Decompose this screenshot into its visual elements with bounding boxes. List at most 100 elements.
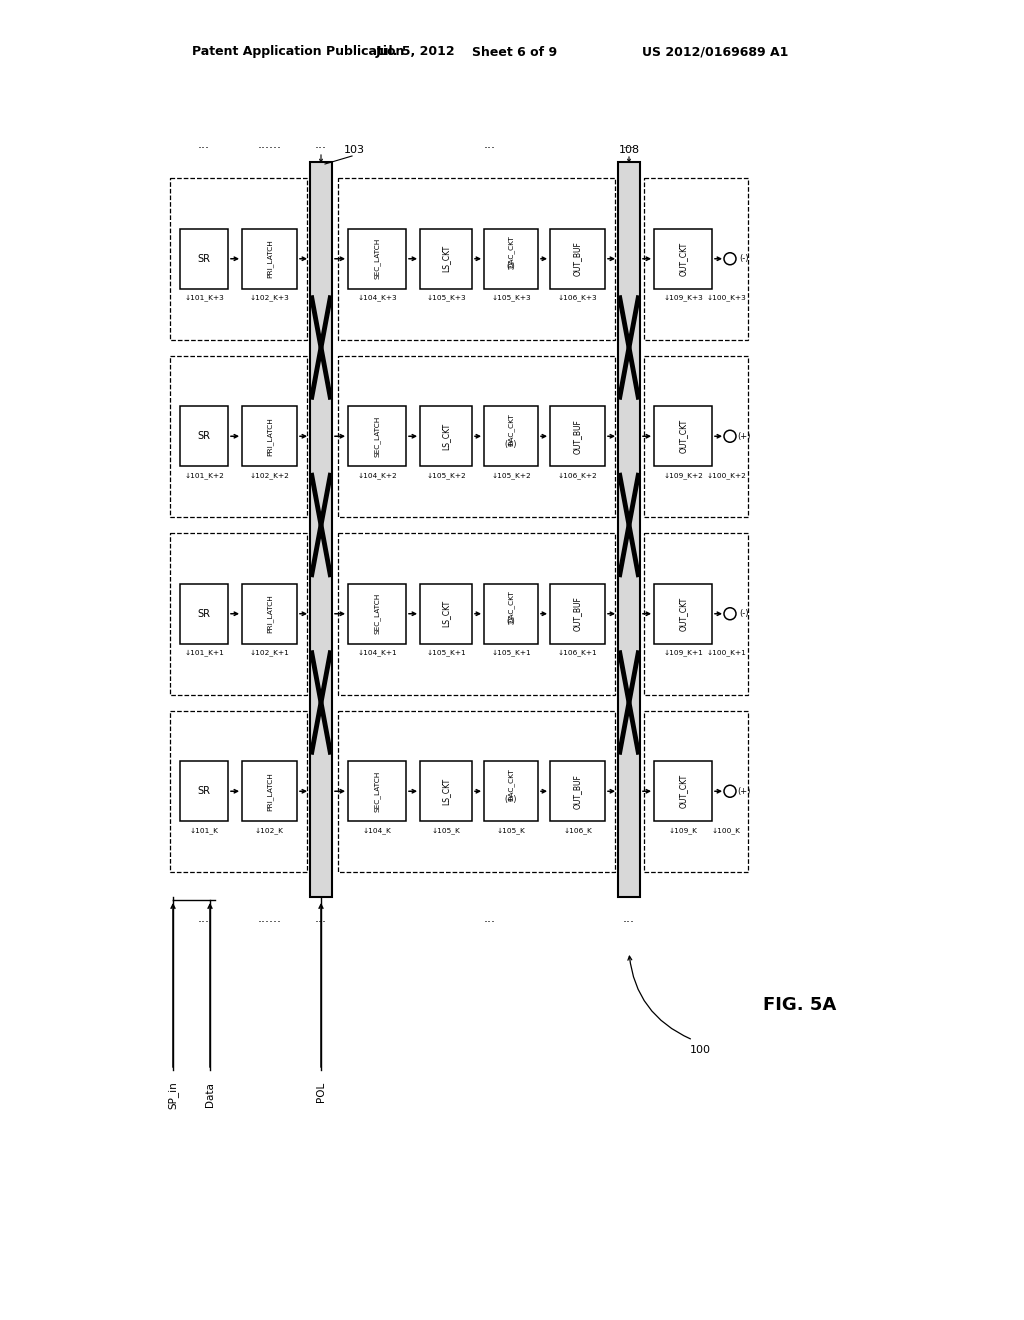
Text: ↓105_K: ↓105_K bbox=[497, 826, 525, 834]
Text: ↓109_K+3: ↓109_K+3 bbox=[664, 294, 702, 301]
Bar bbox=[618, 162, 640, 898]
Text: ↓105_K+1: ↓105_K+1 bbox=[426, 649, 466, 656]
Text: SR: SR bbox=[198, 253, 211, 264]
Text: ↓106_K+2: ↓106_K+2 bbox=[558, 471, 597, 479]
Text: OUT_BUF: OUT_BUF bbox=[573, 774, 582, 809]
Text: ↓109_K: ↓109_K bbox=[669, 826, 697, 834]
Text: ↓101_K+1: ↓101_K+1 bbox=[184, 649, 224, 656]
Bar bbox=[180, 762, 228, 821]
Text: PRI_LATCH: PRI_LATCH bbox=[266, 594, 272, 634]
Text: DAC_CKT: DAC_CKT bbox=[508, 590, 514, 623]
Text: ↓101_K+2: ↓101_K+2 bbox=[184, 471, 224, 479]
Text: OUT_BUF: OUT_BUF bbox=[573, 242, 582, 276]
Circle shape bbox=[724, 607, 736, 620]
Text: ...: ... bbox=[623, 912, 635, 925]
Text: DAC_CKT: DAC_CKT bbox=[508, 413, 514, 446]
Bar bbox=[654, 583, 712, 644]
Bar bbox=[644, 355, 748, 517]
Bar bbox=[420, 407, 472, 466]
Text: OUT_CKT: OUT_CKT bbox=[679, 775, 687, 808]
Text: 103: 103 bbox=[343, 145, 365, 154]
Text: ...: ... bbox=[315, 137, 327, 150]
Bar bbox=[644, 533, 748, 694]
Bar bbox=[338, 355, 615, 517]
Text: ↓102_K+3: ↓102_K+3 bbox=[250, 294, 290, 301]
Bar bbox=[348, 583, 406, 644]
Bar bbox=[484, 228, 538, 289]
Text: ↓102_K+2: ↓102_K+2 bbox=[250, 471, 290, 479]
Text: ↓104_K: ↓104_K bbox=[362, 826, 391, 834]
Circle shape bbox=[724, 252, 736, 265]
Text: ↓100_K+1: ↓100_K+1 bbox=[707, 649, 745, 656]
Text: ↓105_K+1: ↓105_K+1 bbox=[492, 649, 530, 656]
Text: FIG. 5A: FIG. 5A bbox=[763, 997, 837, 1014]
Bar bbox=[550, 583, 605, 644]
Bar bbox=[338, 178, 615, 339]
Text: OUT_CKT: OUT_CKT bbox=[679, 242, 687, 276]
Bar bbox=[348, 762, 406, 821]
Text: DAC_CKT: DAC_CKT bbox=[508, 235, 514, 268]
Text: SP_in: SP_in bbox=[168, 1081, 178, 1109]
Text: SEC_LATCH: SEC_LATCH bbox=[374, 593, 380, 635]
Bar bbox=[180, 583, 228, 644]
Bar bbox=[170, 178, 307, 339]
Text: ↓102_K+1: ↓102_K+1 bbox=[250, 649, 290, 656]
Text: DAC_CKT: DAC_CKT bbox=[508, 768, 514, 801]
Text: PRI_LATCH: PRI_LATCH bbox=[266, 239, 272, 279]
Bar bbox=[654, 228, 712, 289]
Text: (+): (+) bbox=[737, 432, 751, 441]
Circle shape bbox=[724, 430, 736, 442]
Text: Patent Application Publication: Patent Application Publication bbox=[193, 45, 404, 58]
Text: ↓105_K+3: ↓105_K+3 bbox=[426, 294, 466, 301]
Bar bbox=[348, 407, 406, 466]
Bar bbox=[310, 162, 332, 898]
Text: (-): (-) bbox=[739, 255, 749, 263]
Text: SR: SR bbox=[198, 787, 211, 796]
Bar bbox=[170, 533, 307, 694]
Text: ...: ... bbox=[198, 912, 210, 925]
Text: ↓104_K+1: ↓104_K+1 bbox=[357, 649, 397, 656]
Circle shape bbox=[724, 785, 736, 797]
Bar bbox=[180, 407, 228, 466]
Text: ↓101_K: ↓101_K bbox=[189, 826, 218, 834]
Bar bbox=[420, 762, 472, 821]
Text: 108: 108 bbox=[618, 145, 640, 154]
Text: ↓109_K+1: ↓109_K+1 bbox=[664, 649, 702, 656]
Bar bbox=[242, 407, 297, 466]
Text: (+): (+) bbox=[505, 440, 517, 449]
Text: SR: SR bbox=[198, 432, 211, 441]
Text: Data: Data bbox=[205, 1082, 215, 1107]
Text: ...: ... bbox=[198, 137, 210, 150]
Bar bbox=[654, 407, 712, 466]
Text: ↓104_K+2: ↓104_K+2 bbox=[357, 471, 397, 479]
Text: ↓104_K+3: ↓104_K+3 bbox=[357, 294, 397, 301]
Text: SEC_LATCH: SEC_LATCH bbox=[374, 238, 380, 280]
Text: ...: ... bbox=[484, 912, 496, 925]
Text: SR: SR bbox=[198, 609, 211, 619]
Text: ↓102_K: ↓102_K bbox=[255, 826, 284, 834]
Text: OUT_CKT: OUT_CKT bbox=[679, 597, 687, 631]
Bar bbox=[654, 762, 712, 821]
Bar bbox=[420, 583, 472, 644]
Text: ...: ... bbox=[484, 137, 496, 150]
Bar bbox=[420, 228, 472, 289]
Bar bbox=[484, 407, 538, 466]
Bar bbox=[484, 762, 538, 821]
Bar bbox=[484, 583, 538, 644]
Bar bbox=[348, 228, 406, 289]
Text: ......: ...... bbox=[257, 137, 282, 150]
Bar bbox=[180, 228, 228, 289]
Text: 100: 100 bbox=[689, 1045, 711, 1055]
Text: OUT_BUF: OUT_BUF bbox=[573, 597, 582, 631]
Text: LS_CKT: LS_CKT bbox=[441, 246, 451, 272]
Bar bbox=[550, 228, 605, 289]
Text: POL: POL bbox=[316, 1082, 326, 1102]
Text: ↓109_K+2: ↓109_K+2 bbox=[664, 471, 702, 479]
Text: ......: ...... bbox=[257, 912, 282, 925]
Text: ...: ... bbox=[315, 912, 327, 925]
Text: ...: ... bbox=[623, 137, 635, 150]
Bar bbox=[338, 533, 615, 694]
Text: ↓105_K+2: ↓105_K+2 bbox=[492, 471, 530, 479]
Text: ↓106_K: ↓106_K bbox=[563, 826, 592, 834]
Bar bbox=[242, 228, 297, 289]
